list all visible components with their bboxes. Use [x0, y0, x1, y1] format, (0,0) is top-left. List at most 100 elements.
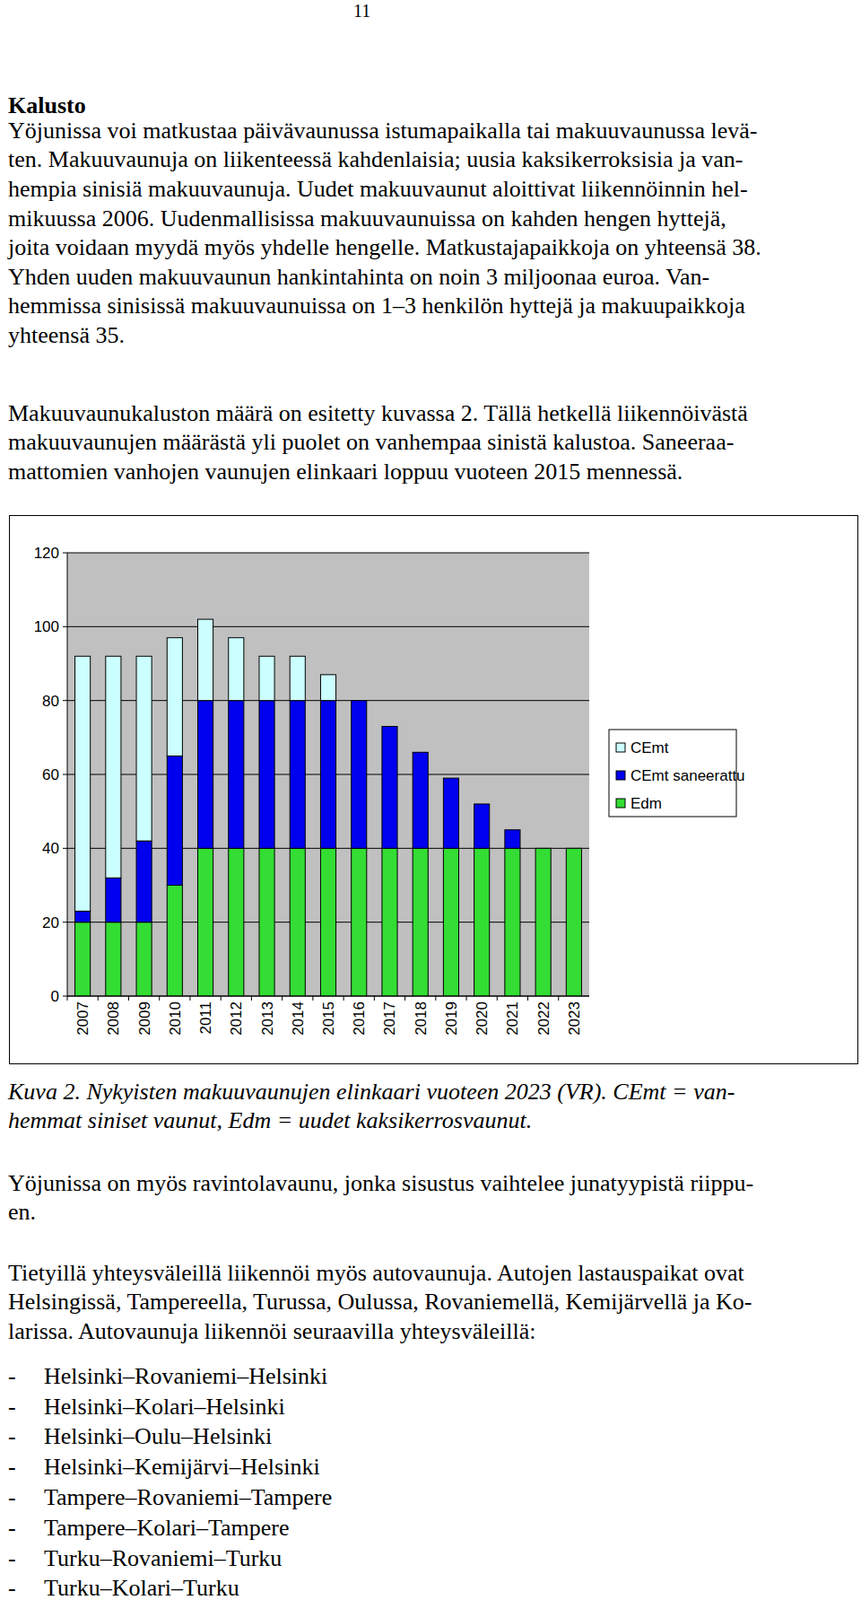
- y-tick-label: 80: [42, 692, 60, 710]
- bar-segment: [198, 700, 214, 849]
- chart: 0204060801001202007200820092010201120122…: [8, 514, 859, 1064]
- legend-swatch: [616, 742, 626, 752]
- y-axis: [67, 552, 69, 996]
- x-tick: [97, 995, 99, 1001]
- x-tick: [434, 995, 436, 1001]
- bar-segment: [412, 751, 428, 753]
- legend-label: Edm: [630, 794, 662, 812]
- bar-segment: [166, 755, 183, 885]
- x-tick-label: 2007: [74, 1000, 92, 1035]
- grid-line: [67, 626, 590, 627]
- bar-segment: [504, 829, 521, 849]
- x-tick: [128, 995, 130, 1001]
- paragraph-line: joita voidaan myydä myös yhdelle hengell…: [8, 233, 762, 263]
- bar-segment: [75, 910, 91, 922]
- bar-segment: [351, 700, 367, 849]
- legend-label: CEmt saneerattu: [630, 766, 746, 784]
- heading: Kalusto: [8, 91, 87, 122]
- paragraph-line: hemmissa sinisissä makuuvaunuissa on 1–3…: [8, 291, 746, 322]
- y-tick-label: 40: [42, 839, 60, 857]
- list-marker: -: [8, 1452, 17, 1482]
- list-item: Helsinki–Kemijärvi–Helsinki: [43, 1452, 321, 1482]
- bar-segment: [228, 637, 244, 701]
- bar-segment: [565, 847, 582, 849]
- y-tick: [62, 847, 68, 849]
- bar-segment: [474, 847, 490, 996]
- paragraph-line: Helsingissä, Tampereella, Turussa, Oulus…: [8, 1287, 753, 1317]
- list-marker: -: [8, 1482, 17, 1513]
- bar-segment: [412, 847, 428, 996]
- list-item: Turku–Kolari–Turku: [43, 1573, 240, 1600]
- bar-segment: [136, 655, 152, 841]
- list-item: Tampere–Kolari–Tampere: [43, 1513, 290, 1543]
- x-tick: [527, 995, 529, 1001]
- x-tick-label: 2009: [136, 1000, 154, 1035]
- x-tick-label: 2023: [565, 1000, 583, 1035]
- x-tick: [373, 995, 375, 1001]
- y-tick-label: 60: [42, 765, 60, 783]
- bar-segment: [382, 725, 398, 848]
- bar-segment: [259, 847, 275, 996]
- chart-frame: [9, 515, 859, 1064]
- list-marker: -: [8, 1513, 17, 1543]
- x-tick: [158, 995, 160, 1001]
- bar-segment: [136, 921, 152, 996]
- paragraph-line: ten. Makuuvaunuja on liikenteessä kahden…: [8, 145, 744, 175]
- paragraph-line: Yöjunissa on myös ravintolavaunu, jonka …: [8, 1168, 754, 1199]
- paragraph-line: mattomien vanhojen vaunujen elinkaari lo…: [8, 457, 683, 488]
- bar-segment: [105, 655, 122, 878]
- paragraph-line: Tietyillä yhteysväleillä liikennöi myös …: [8, 1258, 745, 1288]
- x-tick: [220, 995, 222, 1001]
- bar-segment: [565, 847, 582, 996]
- page-number: 11: [353, 0, 371, 26]
- bar-segment: [504, 828, 521, 830]
- paragraph-line: larissa. Autovaunuja liikennöi seuraavil…: [8, 1316, 536, 1347]
- paragraph-line: en.: [8, 1197, 36, 1227]
- x-axis: [67, 995, 590, 997]
- bar-segment: [535, 847, 551, 849]
- bar-segment: [535, 847, 551, 849]
- bar-segment: [320, 700, 336, 849]
- bar-segment: [320, 847, 336, 996]
- paragraph-line: yhteensä 35.: [8, 321, 125, 351]
- paragraph-line: mikuussa 2006. Uudenmallisissa makuuvaun…: [8, 204, 727, 235]
- bar-segment: [565, 847, 582, 849]
- y-tick: [62, 626, 68, 627]
- bar-segment: [198, 847, 214, 996]
- x-tick-label: 2018: [412, 1000, 430, 1035]
- bar-segment: [474, 803, 490, 848]
- bar-segment: [289, 847, 305, 996]
- grid-line: [67, 995, 590, 997]
- bar-segment: [351, 699, 367, 701]
- legend-label: CEmt: [630, 739, 670, 757]
- x-tick: [496, 995, 498, 1001]
- y-tick: [62, 921, 68, 922]
- x-tick-label: 2012: [227, 1000, 245, 1035]
- bar-segment: [105, 877, 122, 922]
- x-tick: [189, 995, 191, 1001]
- bar-segment: [412, 751, 428, 848]
- list-item: Tampere–Rovaniemi–Tampere: [43, 1482, 332, 1513]
- list-marker: -: [8, 1543, 17, 1574]
- bar-segment: [443, 777, 459, 848]
- paragraph-line: hempia sinisiä makuuvaunuja. Uudet makuu…: [8, 174, 748, 205]
- x-tick-label: 2016: [350, 1000, 368, 1035]
- bar-segment: [259, 700, 275, 849]
- x-tick-label: 2010: [166, 1000, 184, 1035]
- caption-line: Kuva 2. Nykyisten makuuvaunujen elinkaar…: [8, 1077, 735, 1107]
- list-marker: -: [8, 1421, 17, 1452]
- bar-segment: [105, 921, 122, 996]
- bar-segment: [382, 725, 398, 727]
- bar-segment: [75, 921, 91, 996]
- bar-segment: [289, 655, 305, 700]
- grid-line: [67, 552, 590, 554]
- bar-segment: [443, 777, 459, 779]
- bar-segment: [474, 802, 490, 804]
- bar-segment: [228, 700, 244, 849]
- paragraph-line: Yhden uuden makuuvaunun hankintahinta on…: [8, 262, 710, 293]
- list-item: Helsinki–Oulu–Helsinki: [43, 1421, 272, 1452]
- paragraph-line: Yöjunissa voi matkustaa päivävaunussa is…: [8, 116, 757, 147]
- x-tick-label: 2008: [104, 1000, 122, 1035]
- bar-segment: [535, 847, 551, 996]
- bar-segment: [320, 674, 336, 701]
